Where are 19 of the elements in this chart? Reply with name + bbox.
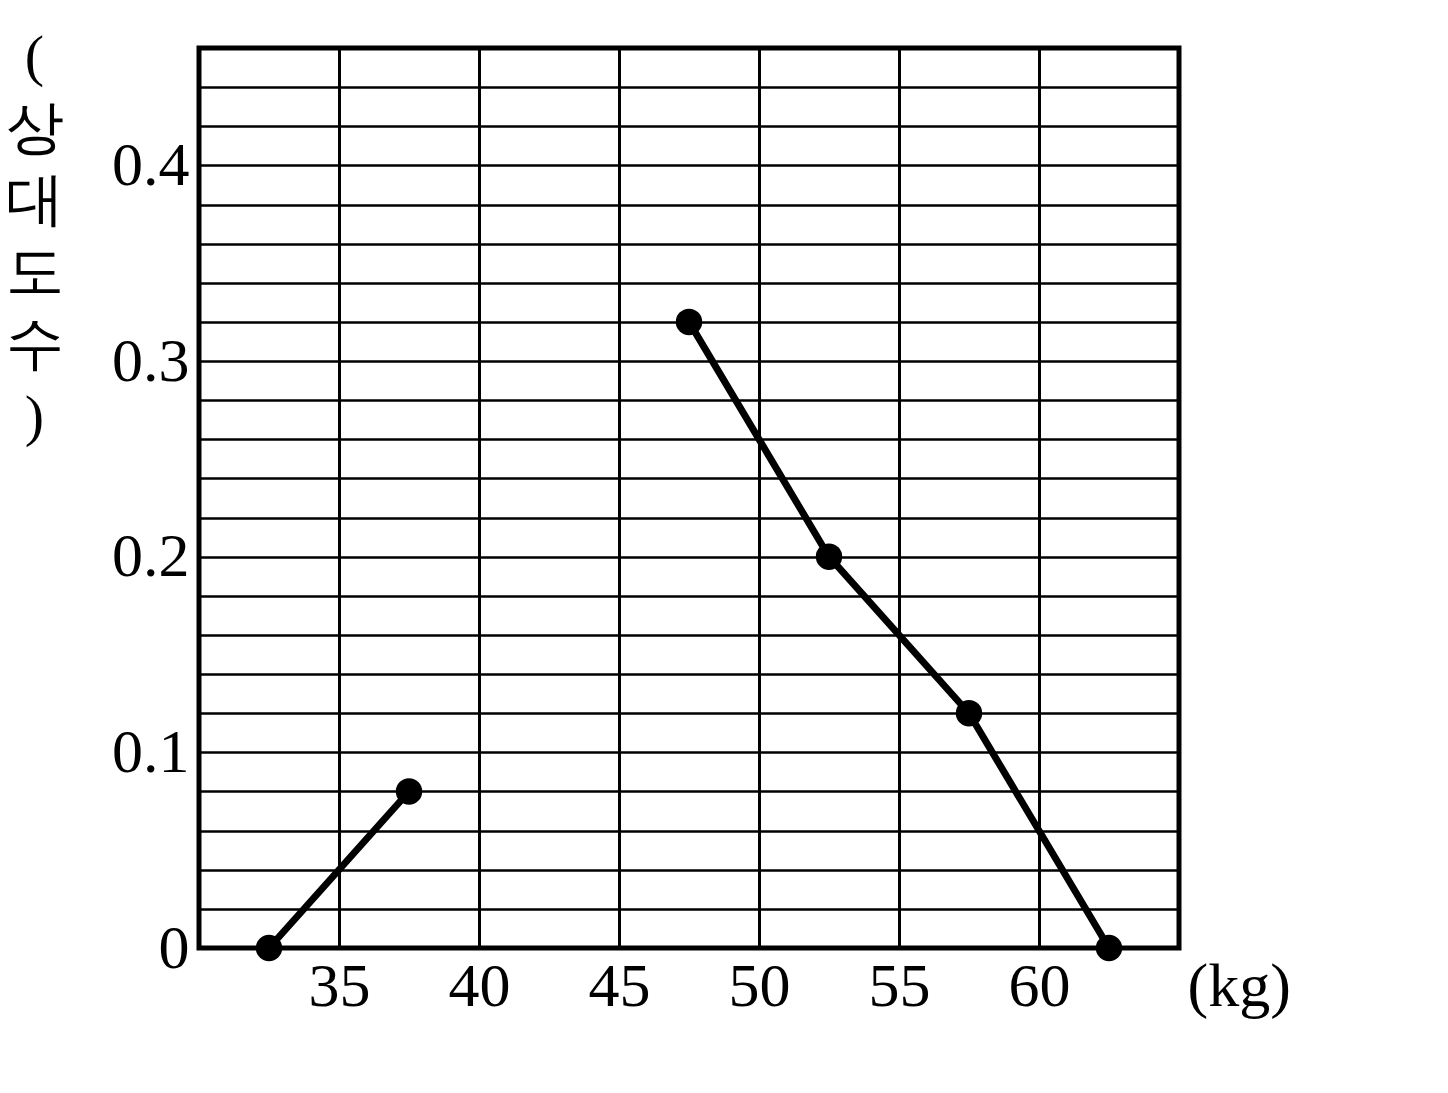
x-tick-label: 50: [728, 950, 791, 1019]
y-tick-label: 0.2: [112, 521, 190, 590]
point: [1095, 934, 1123, 962]
x-tick-label: 40: [448, 950, 511, 1019]
y-tick-label: 0: [158, 912, 190, 981]
y-tick-label: 0.3: [112, 325, 190, 394]
point: [955, 700, 983, 727]
x-axis-title: (kg): [1187, 950, 1291, 1020]
x-tick-label: 45: [588, 950, 651, 1019]
x-tick-label: 60: [1008, 950, 1071, 1019]
x-tick-label: 35: [308, 950, 371, 1019]
x-tick-label: 55: [868, 950, 931, 1019]
point: [675, 308, 703, 336]
y-axis-title: (상대도수): [5, 22, 64, 448]
point: [255, 934, 283, 962]
point: [815, 543, 843, 570]
point: [395, 778, 423, 805]
y-tick-label: 0.1: [112, 716, 190, 785]
y-tick-label: 0.4: [112, 129, 190, 198]
